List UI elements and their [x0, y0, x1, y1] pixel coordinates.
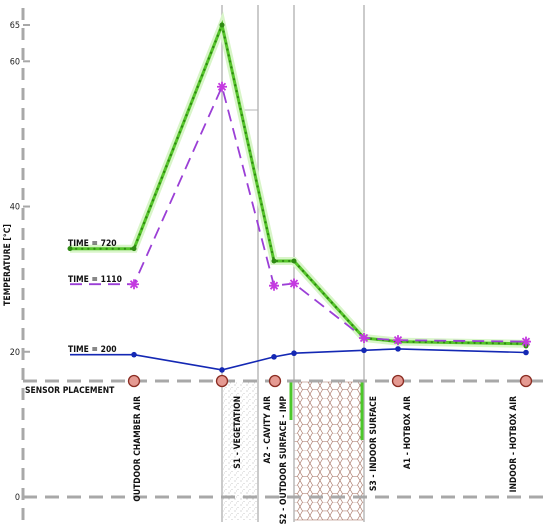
sensor-label-outdoor-surface: S2 - OUTDOOR SURFACE - IMP — [279, 396, 289, 525]
series-point-marker — [129, 279, 139, 290]
series-point-marker — [217, 81, 227, 92]
series-label-720: TIME = 720 — [68, 239, 117, 249]
series-point — [291, 258, 297, 264]
series-point — [219, 367, 225, 373]
y-tick-label: 60 — [10, 57, 20, 67]
y-axis-label: TEMPERATURE [°C] — [3, 224, 13, 306]
series-point-marker — [521, 336, 531, 347]
series-line-dots — [68, 21, 528, 348]
series-line — [70, 19, 528, 346]
y-tick-label: 40 — [10, 203, 20, 213]
series-point — [361, 347, 367, 354]
sensor-marker — [127, 374, 141, 388]
series-time-1110 — [70, 81, 531, 347]
series-layer — [67, 11, 531, 373]
sensor-marker — [268, 374, 282, 388]
series-point — [271, 258, 277, 264]
sensor-label-vegetation: S1 - VEGETATION — [233, 396, 243, 469]
sensor-label-indoor-hotbox-air: INDOOR - HOTBOX AIR — [509, 396, 519, 492]
series-point-marker — [289, 278, 299, 289]
sensor-marker — [215, 374, 229, 388]
series-line — [70, 83, 527, 343]
sensor-marker — [391, 374, 405, 388]
series-point — [271, 354, 277, 360]
sensor-label-outdoor-air: OUTDOOR CHAMBER AIR — [133, 396, 143, 502]
series-point — [395, 346, 401, 352]
series-time-200 — [70, 346, 529, 373]
series-label-1110: TIME = 1110 — [68, 275, 122, 285]
series-point — [219, 22, 225, 28]
series-line — [70, 348, 527, 371]
series-line-glow — [70, 11, 530, 348]
series-label-200: TIME = 200 — [68, 345, 117, 355]
series-time-720 — [67, 11, 530, 349]
sensor-placement-label: SENSOR PLACEMENT — [25, 386, 115, 396]
sensor-label-hotbox-air: A1 - HOTBOX AIR — [403, 396, 413, 469]
series-point — [67, 246, 73, 252]
series-point — [131, 246, 137, 252]
y-tick-label: 20 — [10, 348, 20, 358]
insulation-layer — [293, 381, 365, 521]
sensor-label-cavity-air: A2 - CAVITY AIR — [263, 396, 273, 464]
y-ticks: 0 20 40 60 65 — [10, 21, 30, 503]
series-point — [523, 349, 529, 356]
y-tick-label: 0 — [15, 493, 20, 503]
sensor-label-indoor-surface: S3 - INDOOR SURFACE — [369, 396, 379, 491]
y-tick-label: 65 — [10, 21, 20, 31]
series-point-marker — [393, 335, 403, 346]
sensor-markers — [127, 374, 533, 388]
series-point — [291, 350, 297, 357]
series-point-marker — [269, 280, 279, 291]
series-point-marker — [359, 332, 369, 343]
series-point — [131, 351, 137, 358]
sensor-marker — [519, 374, 533, 388]
